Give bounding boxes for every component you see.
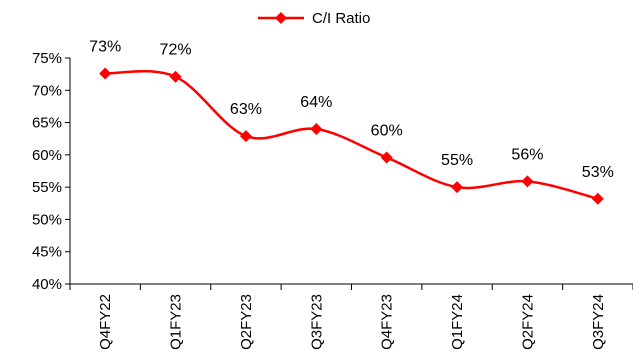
data-label: 63%	[230, 101, 262, 118]
x-tick-label: Q3FY24	[590, 294, 607, 350]
data-label: 64%	[300, 94, 332, 111]
data-label: 55%	[441, 152, 473, 169]
series-line	[105, 70, 599, 200]
y-tick-label: 40%	[32, 276, 62, 293]
legend-diamond-marker	[275, 12, 287, 24]
x-tick-label: Q1FY24	[449, 294, 466, 350]
y-axis: 40% 45% 50% 55% 60% 65% 70% 75%	[32, 50, 71, 293]
data-point-marker	[380, 151, 393, 164]
data-point-marker	[451, 181, 464, 194]
y-tick-label: 50%	[32, 211, 62, 228]
data-point-marker	[99, 67, 112, 80]
data-label: 56%	[511, 146, 543, 163]
data-point-marker	[591, 192, 604, 205]
data-point-marker	[521, 175, 534, 188]
x-tick-label: Q4FY23	[379, 294, 396, 350]
data-label: 73%	[89, 38, 121, 55]
data-label: 60%	[371, 122, 403, 139]
y-tick-label: 45%	[32, 244, 62, 261]
x-tick-label: Q2FY23	[238, 294, 255, 350]
legend: C/I Ratio	[258, 10, 370, 27]
data-point-marker	[310, 123, 323, 136]
data-label: 53%	[582, 164, 614, 181]
y-tick-label: 65%	[32, 115, 62, 132]
data-point-marker	[239, 130, 252, 143]
data-point-marker	[169, 70, 182, 83]
plot-area: 73% 72% 63% 64% 60% 55% 56% 53%	[89, 38, 614, 205]
x-tick-label: Q3FY23	[308, 294, 325, 350]
y-tick-label: 75%	[32, 50, 62, 67]
x-tick-label: Q2FY24	[519, 294, 536, 350]
x-axis: Q4FY22 Q1FY23 Q2FY23 Q3FY23 Q4FY23 Q1FY24 Q2FY…	[69, 283, 633, 350]
y-tick-label: 55%	[32, 179, 62, 196]
legend-label: C/I Ratio	[312, 10, 370, 27]
y-tick-label: 60%	[32, 147, 62, 164]
data-label: 72%	[160, 42, 192, 59]
x-tick-label: Q1FY23	[168, 294, 185, 350]
x-tick-label: Q4FY22	[97, 294, 114, 350]
y-tick-label: 70%	[32, 82, 62, 99]
